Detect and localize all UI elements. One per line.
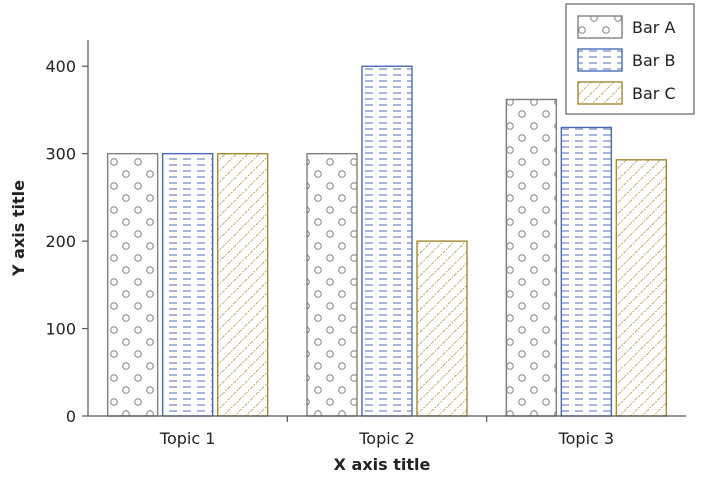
y-tick-label: 200 (45, 232, 76, 251)
y-tick-label: 0 (66, 407, 76, 426)
bar-bar-a-topic-1 (106, 152, 159, 417)
y-axis-title: Y axis title (9, 180, 28, 277)
legend-swatch-bar-c (577, 81, 623, 105)
bar-bar-b-topic-3 (560, 126, 613, 417)
bar-bar-a-topic-3 (505, 98, 558, 417)
legend-label: Bar C (632, 84, 676, 103)
bar-bar-a-topic-2 (306, 152, 358, 417)
bar-bar-c-topic-2 (416, 240, 468, 417)
x-tick-label: Topic 1 (159, 429, 216, 448)
legend-swatch-bar-b (577, 48, 623, 72)
legend: Bar A Bar B Bar C (565, 3, 695, 115)
legend-swatch-bar-a (577, 15, 623, 39)
plot-area (106, 65, 668, 417)
legend-label: Bar A (632, 18, 675, 37)
x-tick-label: Topic 3 (558, 429, 615, 448)
x-axis-title: X axis title (334, 455, 431, 474)
legend-label: Bar B (632, 51, 675, 70)
x-axis: Topic 1 Topic 2 Topic 3 (88, 415, 686, 448)
y-tick-label: 400 (45, 57, 76, 76)
bar-bar-b-topic-1 (161, 152, 214, 417)
y-tick-label: 300 (45, 145, 76, 164)
x-tick-label: Topic 2 (358, 429, 415, 448)
bar-bar-b-topic-2 (361, 65, 413, 417)
bar-bar-c-topic-1 (216, 152, 269, 417)
bar-bar-c-topic-3 (615, 159, 668, 417)
y-axis: 0 100 200 300 400 (45, 40, 89, 426)
y-tick-label: 100 (45, 320, 76, 339)
